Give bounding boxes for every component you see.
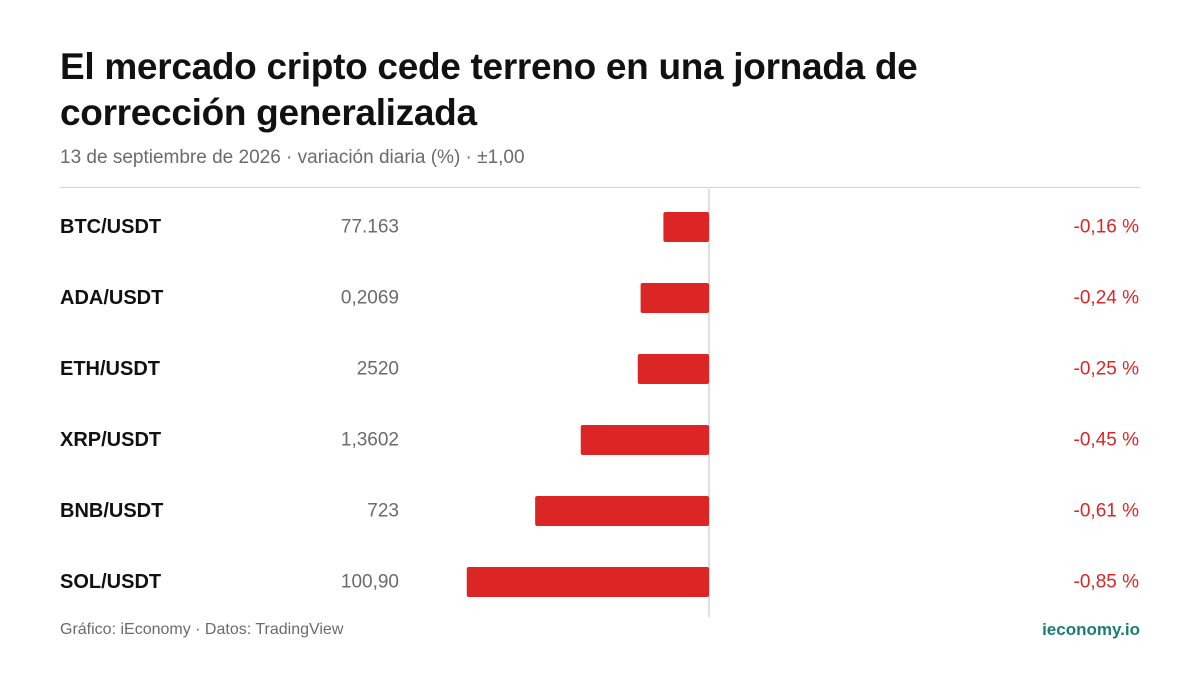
brand-link[interactable]: ieconomy.io — [1042, 620, 1140, 639]
bar — [663, 212, 709, 242]
value-label: -0,16 % — [1074, 217, 1140, 238]
pair-label: BNB/USDT — [60, 500, 163, 522]
bar — [535, 496, 709, 526]
pair-label: SOL/USDT — [60, 571, 161, 593]
chart-title: El mercado cripto cede terreno en una jo… — [60, 46, 918, 133]
value-label: -0,45 % — [1074, 430, 1140, 451]
price-label: 100,90 — [341, 572, 399, 593]
bar — [637, 354, 709, 384]
source-credit: Gráfico: iEconomy · Datos: TradingView — [60, 621, 344, 638]
pair-label: ETH/USDT — [60, 358, 160, 380]
pair-label: BTC/USDT — [60, 216, 161, 238]
price-label: 723 — [367, 501, 399, 522]
chart-subtitle: 13 de septiembre de 2026 · variación dia… — [60, 147, 525, 168]
header-divider — [60, 187, 1140, 188]
value-label: -0,85 % — [1074, 572, 1140, 593]
price-label: 2520 — [357, 359, 399, 380]
value-label: -0,25 % — [1074, 359, 1140, 380]
value-label: -0,61 % — [1074, 501, 1140, 522]
value-label: -0,24 % — [1074, 288, 1140, 309]
bar — [466, 567, 709, 597]
pair-label: XRP/USDT — [60, 429, 161, 451]
bar — [640, 283, 709, 313]
price-label: 77.163 — [341, 217, 399, 238]
price-label: 1,3602 — [341, 430, 399, 451]
bar — [580, 425, 709, 455]
price-label: 0,2069 — [341, 288, 399, 309]
pair-label: ADA/USDT — [60, 287, 163, 309]
